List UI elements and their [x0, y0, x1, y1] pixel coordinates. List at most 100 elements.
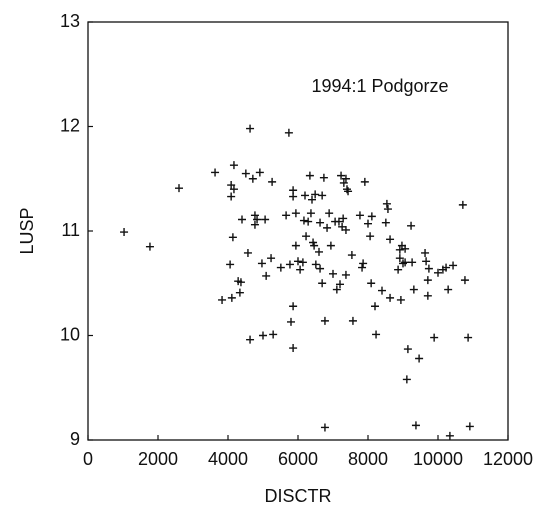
- point: [267, 254, 276, 263]
- point: [395, 245, 404, 254]
- y-tick-label: 10: [60, 324, 80, 344]
- point: [250, 211, 259, 220]
- x-tick-label: 0: [83, 449, 93, 469]
- point: [253, 215, 262, 224]
- point: [458, 200, 467, 209]
- point: [339, 178, 348, 187]
- point: [318, 191, 327, 200]
- point: [238, 215, 246, 224]
- point: [364, 219, 372, 228]
- y-tick-label: 11: [61, 220, 80, 240]
- point: [262, 271, 271, 280]
- point: [337, 171, 346, 180]
- point: [311, 260, 320, 269]
- point: [423, 276, 432, 285]
- point: [378, 286, 386, 295]
- point: [449, 261, 458, 270]
- point: [401, 244, 410, 253]
- point: [310, 241, 319, 250]
- point: [228, 233, 237, 242]
- x-tick-label: 8000: [348, 449, 388, 469]
- point: [287, 317, 295, 326]
- point: [296, 265, 305, 274]
- point: [386, 293, 395, 302]
- point: [229, 161, 238, 170]
- point: [329, 269, 337, 278]
- point: [246, 335, 255, 344]
- annotation: 1994:1 Podgorze: [311, 76, 448, 96]
- point: [339, 214, 348, 223]
- point: [319, 173, 328, 182]
- point: [421, 248, 430, 257]
- y-tick-label: 9: [70, 429, 80, 449]
- point: [246, 124, 255, 133]
- point: [289, 344, 298, 353]
- point: [299, 216, 308, 225]
- point: [316, 218, 325, 227]
- point: [145, 242, 154, 251]
- point: [403, 345, 412, 354]
- point: [326, 241, 335, 250]
- point: [386, 235, 395, 244]
- point: [227, 181, 236, 190]
- point: [444, 285, 453, 294]
- x-tick-label: 6000: [278, 449, 318, 469]
- point: [211, 168, 220, 177]
- point: [395, 254, 404, 263]
- point: [409, 285, 418, 294]
- point: [250, 220, 259, 229]
- point: [306, 209, 315, 218]
- point: [243, 248, 252, 257]
- point: [442, 263, 451, 272]
- point: [291, 241, 300, 250]
- point: [445, 431, 454, 440]
- point: [415, 354, 424, 363]
- y-tick-label: 13: [60, 11, 80, 31]
- point: [347, 251, 356, 260]
- point: [320, 316, 329, 325]
- point: [311, 190, 320, 199]
- x-tick-label: 12000: [483, 449, 533, 469]
- point: [411, 421, 420, 430]
- point: [341, 174, 350, 183]
- point: [366, 232, 375, 241]
- point: [359, 259, 368, 268]
- y-axis-label: LUSP: [17, 207, 37, 254]
- point: [318, 279, 327, 288]
- point: [401, 258, 410, 267]
- point: [229, 185, 238, 194]
- point: [355, 211, 364, 220]
- point: [423, 291, 432, 300]
- point: [302, 232, 311, 241]
- point: [360, 177, 369, 186]
- point: [430, 333, 439, 342]
- point: [269, 330, 278, 339]
- point: [294, 257, 302, 266]
- point: [460, 276, 469, 285]
- point: [408, 258, 417, 267]
- point: [268, 177, 277, 186]
- point: [465, 422, 474, 431]
- point: [261, 215, 270, 224]
- y-tick-label: 12: [60, 115, 80, 135]
- point: [175, 184, 183, 193]
- point: [257, 259, 266, 268]
- point: [341, 225, 350, 234]
- point: [422, 257, 431, 266]
- point: [248, 174, 257, 183]
- point: [371, 302, 379, 311]
- point: [336, 280, 344, 289]
- point: [255, 168, 264, 177]
- point: [120, 228, 129, 237]
- point: [284, 128, 293, 137]
- point: [358, 263, 367, 272]
- point: [304, 217, 313, 226]
- point: [383, 205, 392, 214]
- point: [341, 270, 350, 279]
- point: [344, 187, 353, 196]
- x-axis-label: DISCTR: [265, 486, 332, 506]
- x-tick-label: 4000: [208, 449, 248, 469]
- point: [394, 265, 403, 274]
- x-tick-label: 10000: [413, 449, 463, 469]
